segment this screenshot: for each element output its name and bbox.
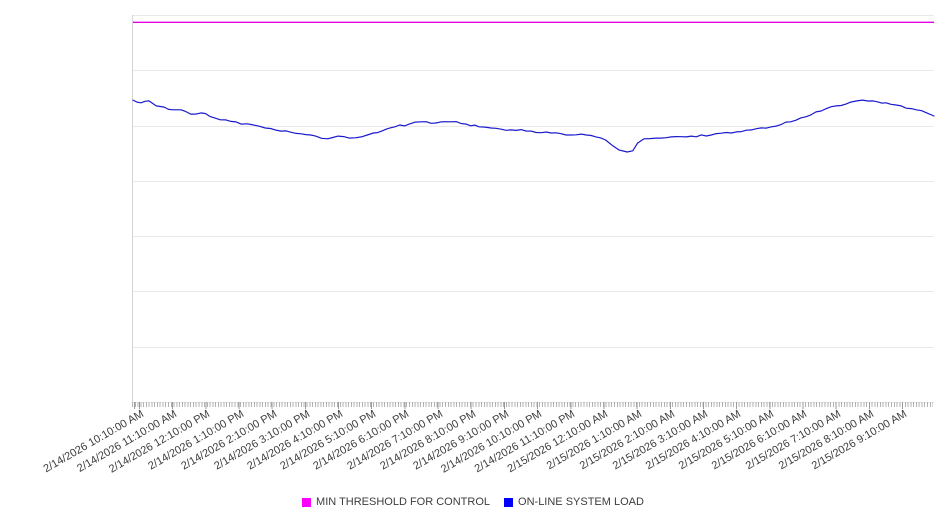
x-axis-label: 2/14/2026 2:10:00 PM xyxy=(178,408,279,473)
x-axis-label: 2/14/2026 3:10:00 PM xyxy=(212,408,312,473)
series-plot xyxy=(132,21,935,153)
grid-line xyxy=(133,236,934,237)
grid-line xyxy=(133,70,934,71)
x-axis-label: 2/15/2026 1:10:00 AM xyxy=(544,408,644,473)
x-axis-label: 2/14/2026 6:10:00 PM xyxy=(311,408,412,473)
x-axis-label: 2/14/2026 12:10:00 PM xyxy=(107,408,213,476)
legend-item-min-threshold[interactable]: MIN THRESHOLD FOR CONTROL xyxy=(302,496,490,508)
x-axis-label: 2/15/2026 2:10:00 AM xyxy=(577,408,677,473)
x-axis-label: 2/15/2026 4:10:00 AM xyxy=(643,408,744,473)
x-axis-label: 2/15/2026 12:10:00 AM xyxy=(505,408,611,476)
grid-line xyxy=(133,181,934,182)
x-axis-label: 2/14/2026 1:10:00 PM xyxy=(145,408,246,473)
x-axis-label: 2/14/2026 10:10:00 AM xyxy=(41,408,147,476)
x-axis-label: 2/14/2026 11:10:00 PM xyxy=(472,408,578,476)
x-axis-hour-ticks xyxy=(132,402,933,409)
legend-item-system-load[interactable]: ON-LINE SYSTEM LOAD xyxy=(504,496,644,508)
legend: MIN THRESHOLD FOR CONTROL ON-LINE SYSTEM… xyxy=(0,496,946,508)
x-axis-label: 2/15/2026 5:10:00 AM xyxy=(677,408,777,473)
x-axis-label: 2/15/2026 9:10:00 AM xyxy=(809,408,909,473)
legend-label-min-threshold: MIN THRESHOLD FOR CONTROL xyxy=(316,496,491,508)
x-axis-label: 2/14/2026 10:10:00 PM xyxy=(439,408,545,476)
x-axis-label: 2/14/2026 4:10:00 PM xyxy=(245,408,346,473)
grid-line xyxy=(133,126,934,127)
grid-line xyxy=(133,347,934,348)
grid-line xyxy=(133,291,934,292)
x-axis-label: 2/15/2026 7:10:00 AM xyxy=(743,408,843,473)
x-axis-label: 2/15/2026 8:10:00 AM xyxy=(776,408,876,473)
x-axis-label: 2/14/2026 11:10:00 AM xyxy=(75,408,180,475)
x-axis-label: 2/14/2026 7:10:00 PM xyxy=(344,408,445,473)
legend-swatch-magenta-icon xyxy=(302,497,312,507)
x-axis-label: 2/14/2026 5:10:00 PM xyxy=(278,408,379,473)
legend-label-system-load: ON-LINE SYSTEM LOAD xyxy=(518,496,644,508)
legend-swatch-blue-icon xyxy=(504,497,514,507)
grid-line xyxy=(133,15,934,16)
load-line xyxy=(132,99,935,153)
x-axis-label: 2/15/2026 6:10:00 AM xyxy=(710,408,810,473)
plot-area xyxy=(132,15,935,403)
x-axis-label: 2/14/2026 9:10:00 PM xyxy=(411,408,511,473)
x-axis-label: 2/15/2026 3:10:00 AM xyxy=(610,408,710,473)
x-axis-label: 2/14/2026 8:10:00 PM xyxy=(377,408,478,473)
